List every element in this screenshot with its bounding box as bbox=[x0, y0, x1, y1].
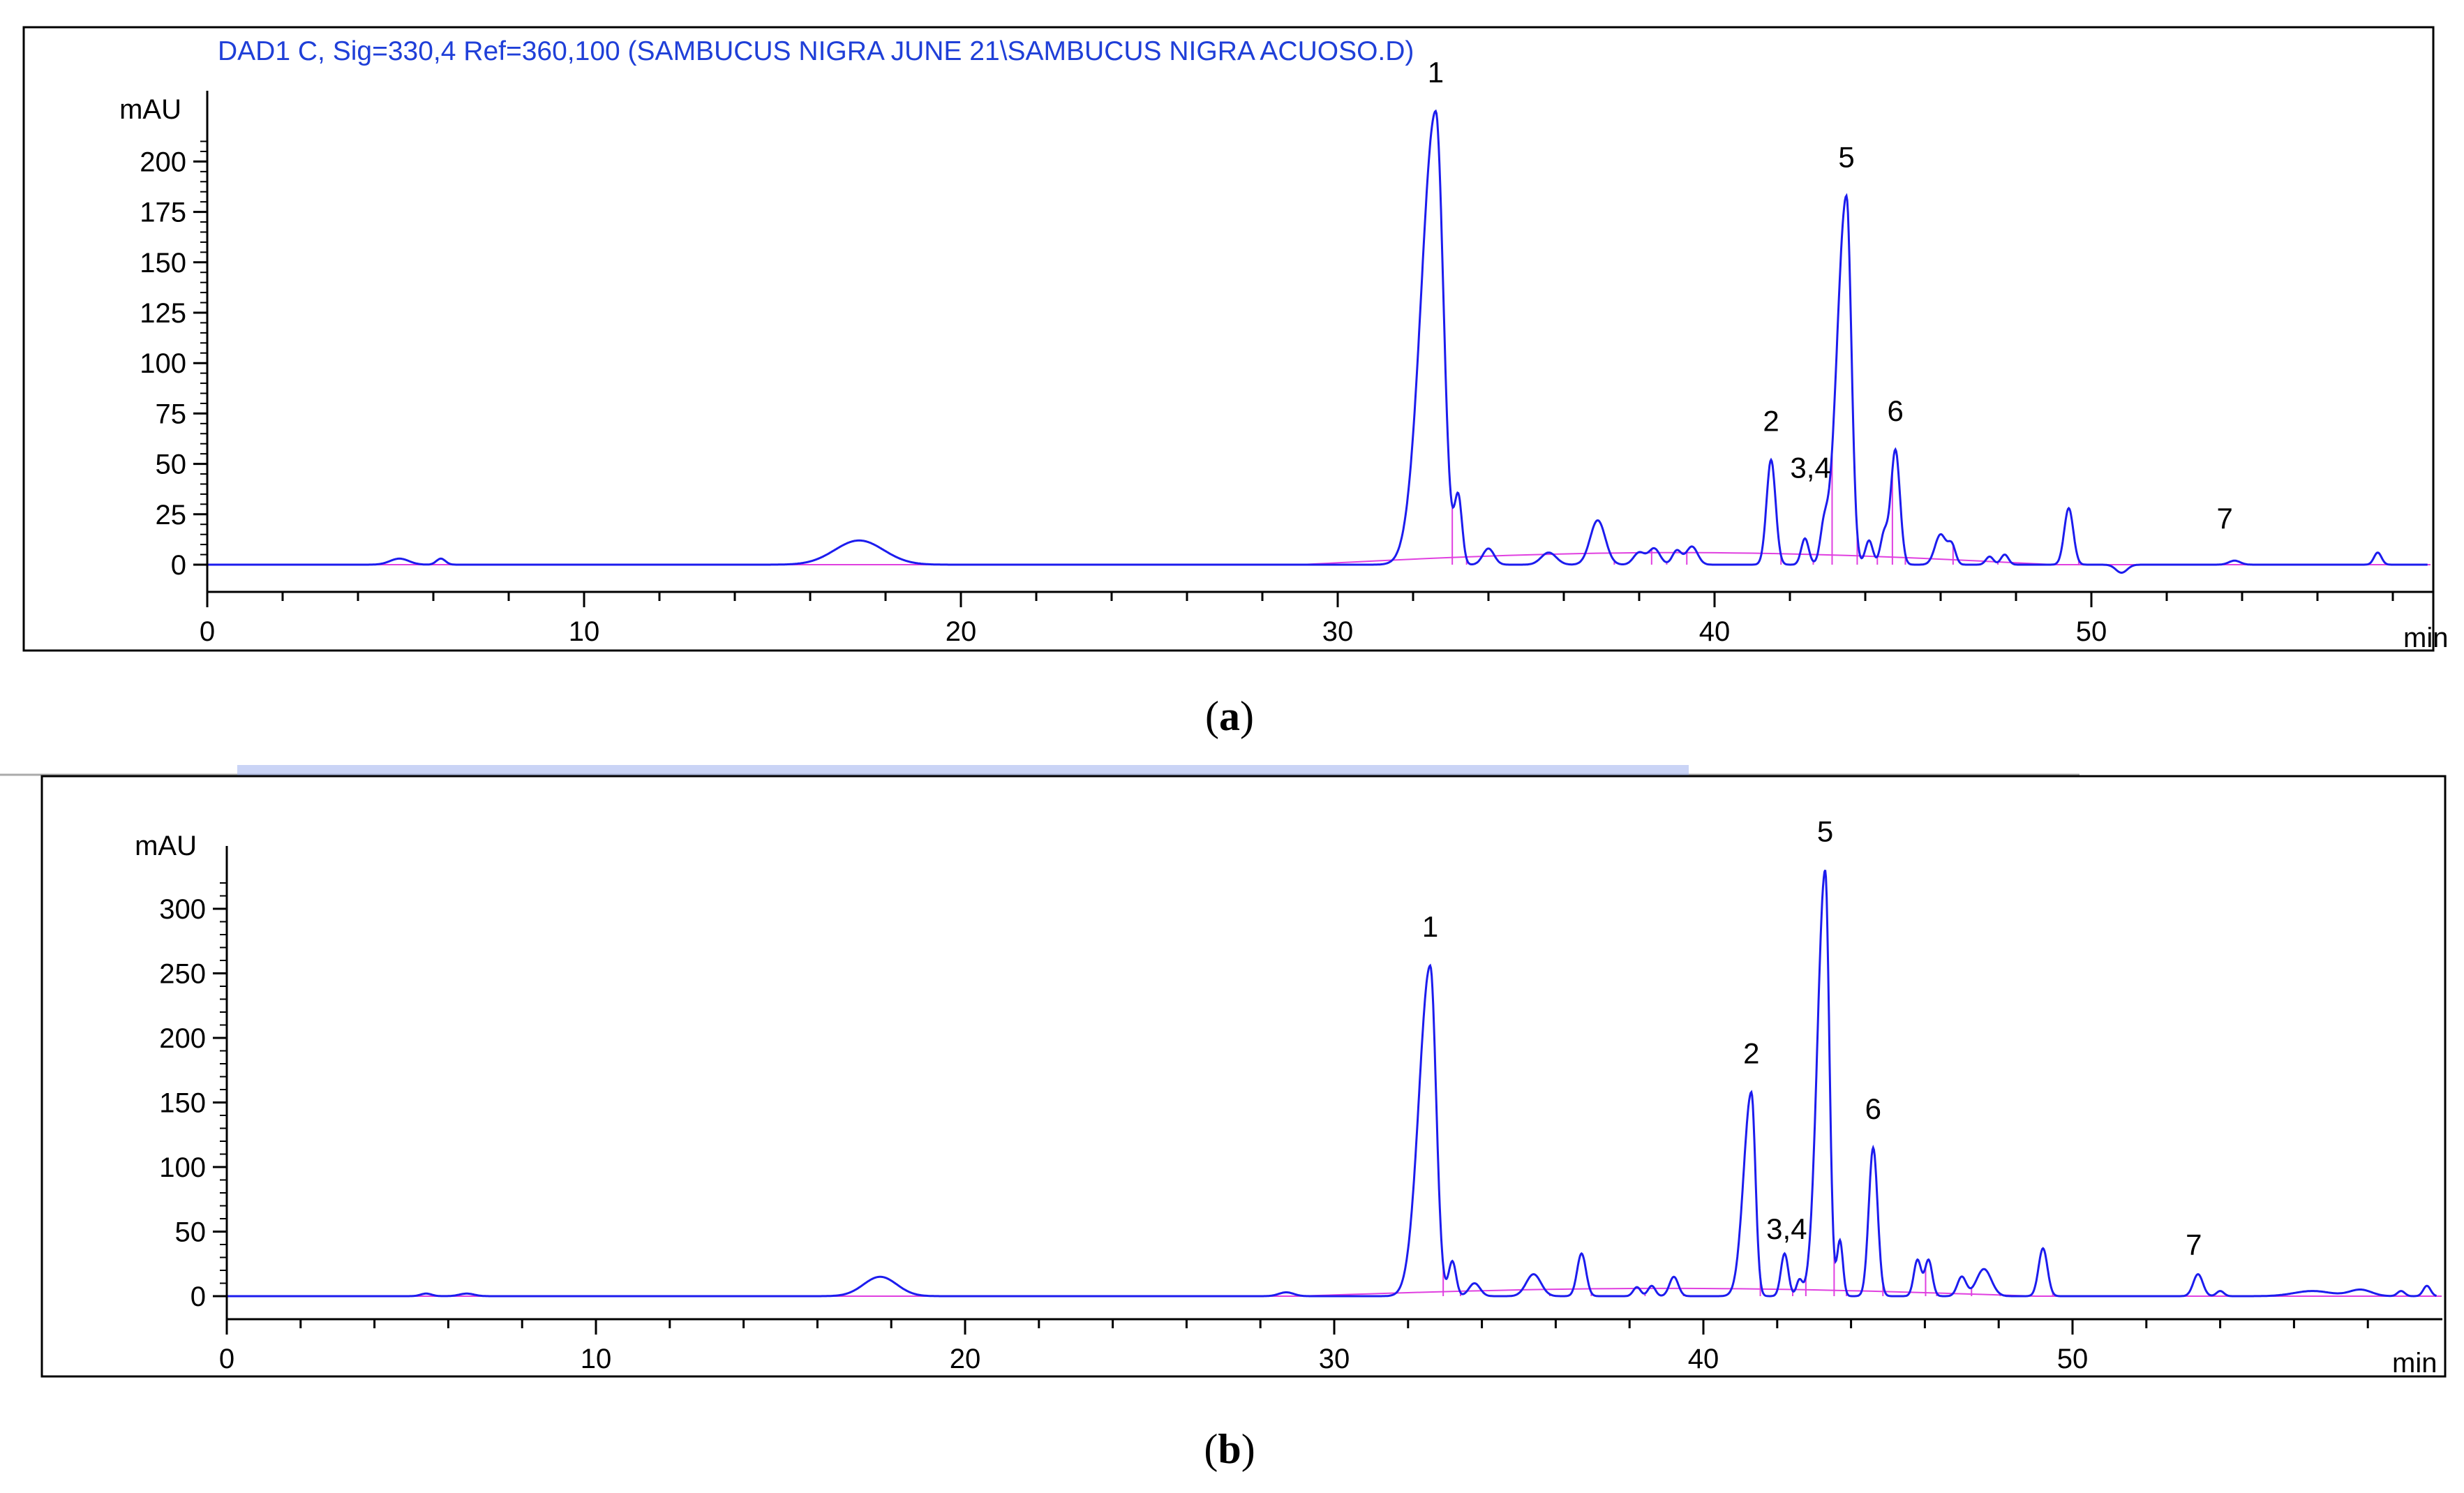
x-tick-label: 30 bbox=[1319, 1344, 1350, 1374]
peak-label-1: 1 bbox=[1428, 56, 1444, 89]
x-tick-label: 10 bbox=[569, 616, 600, 647]
peak-label-7: 7 bbox=[2217, 502, 2233, 535]
x-tick-label: 0 bbox=[219, 1344, 234, 1374]
y-tick-label: 100 bbox=[159, 1152, 206, 1183]
y-tick-label: 150 bbox=[159, 1088, 206, 1119]
svg-text:(b): (b) bbox=[1204, 1426, 1255, 1472]
peak-label-2: 2 bbox=[1743, 1037, 1759, 1070]
y-tick-label: 200 bbox=[159, 1023, 206, 1054]
peak-label-5: 5 bbox=[1838, 140, 1854, 173]
peak-label-6: 6 bbox=[1888, 394, 1904, 427]
x-tick-label: 0 bbox=[200, 616, 215, 647]
panel-b-signal-trace bbox=[227, 869, 2437, 1298]
y-tick-label: 250 bbox=[159, 959, 206, 990]
panel-b-cropped-header bbox=[237, 765, 1689, 776]
caption-b-letter: b bbox=[1218, 1426, 1241, 1472]
panel-a-header: DAD1 C, Sig=330,4 Ref=360,100 (SAMBUCUS … bbox=[218, 36, 1414, 66]
panel-b-y-axis-label: mAU bbox=[135, 831, 197, 861]
y-tick-label: 150 bbox=[140, 248, 186, 278]
y-tick-label: 100 bbox=[140, 348, 186, 379]
x-tick-label: 10 bbox=[581, 1344, 612, 1374]
caption-a: (a) bbox=[1205, 693, 1254, 739]
x-tick-label: 20 bbox=[946, 616, 977, 647]
panel-b-x-axis-label: min bbox=[2392, 1348, 2437, 1379]
peak-label-3-4: 3,4 bbox=[1790, 452, 1830, 484]
panel-a-x-axis-label: min bbox=[2403, 623, 2448, 653]
y-tick-label: 0 bbox=[191, 1282, 206, 1312]
caption-b: (b) bbox=[1204, 1426, 1255, 1472]
panel-b: mAU min 0 10 20 30 40 50 0 50 100 150 200 250 300 1 2… bbox=[0, 765, 2447, 1379]
y-tick-label: 25 bbox=[156, 500, 187, 530]
caption-a-letter: a bbox=[1219, 693, 1240, 739]
x-tick-label: 30 bbox=[1322, 616, 1354, 647]
panel-a-y-axis-label: mAU bbox=[119, 94, 181, 125]
y-tick-label: 175 bbox=[140, 198, 186, 228]
panel-a-peak-labels: 1 2 3,4 5 6 7 bbox=[1428, 56, 2233, 535]
x-tick-label: 50 bbox=[2076, 616, 2107, 647]
y-tick-label: 200 bbox=[140, 147, 186, 177]
peak-label-5: 5 bbox=[1817, 815, 1833, 847]
panel-b-peak-labels: 1 2 3,4 5 6 7 bbox=[1422, 815, 2202, 1261]
peak-label-7: 7 bbox=[2186, 1228, 2202, 1261]
y-tick-label: 0 bbox=[171, 550, 186, 581]
peak-label-1: 1 bbox=[1422, 910, 1438, 943]
panel-a: DAD1 C, Sig=330,4 Ref=360,100 (SAMBUCUS … bbox=[22, 26, 2448, 653]
panel-b-frame bbox=[40, 775, 2447, 1378]
x-tick-label: 20 bbox=[950, 1344, 981, 1374]
peak-label-2: 2 bbox=[1763, 405, 1779, 438]
peak-label-3-4: 3,4 bbox=[1766, 1212, 1807, 1245]
panel-b-ticks: 0 10 20 30 40 50 0 50 100 150 200 250 300 bbox=[159, 882, 2369, 1374]
y-tick-label: 50 bbox=[175, 1217, 207, 1248]
x-tick-label: 50 bbox=[2057, 1344, 2089, 1374]
panel-a-signal-trace bbox=[207, 109, 2428, 574]
x-tick-label: 40 bbox=[1688, 1344, 1719, 1374]
panel-a-frame bbox=[22, 26, 2435, 652]
y-tick-label: 125 bbox=[140, 298, 186, 329]
x-tick-label: 40 bbox=[1699, 616, 1731, 647]
peak-label-6: 6 bbox=[1865, 1092, 1881, 1125]
svg-text:(a): (a) bbox=[1205, 693, 1254, 739]
y-tick-label: 75 bbox=[156, 399, 187, 429]
y-tick-label: 50 bbox=[156, 450, 187, 480]
y-tick-label: 300 bbox=[159, 894, 206, 925]
